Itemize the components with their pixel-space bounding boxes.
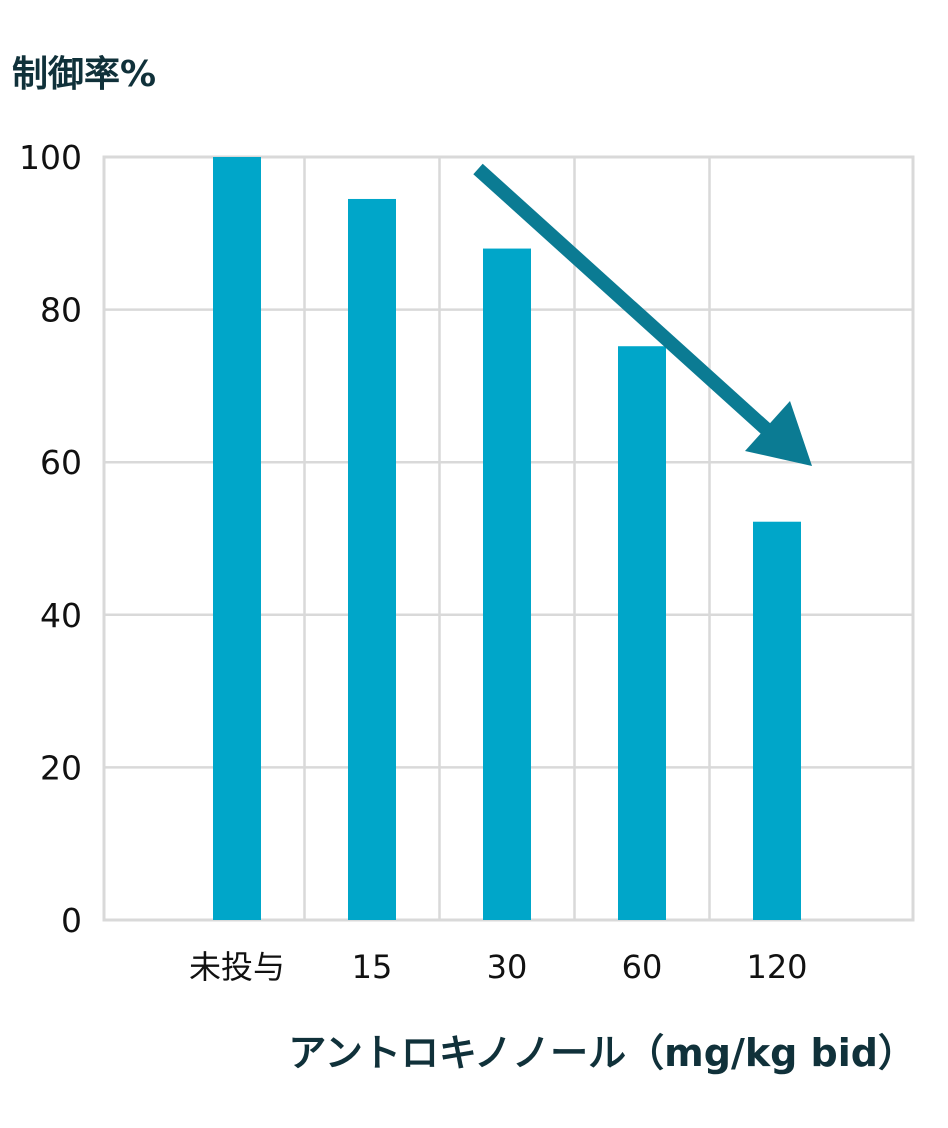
- bar-2: [348, 198, 396, 921]
- bar-4: [618, 346, 666, 920]
- bar-5: [753, 521, 801, 920]
- y-tick-label: 0: [61, 901, 82, 940]
- x-axis-ticks: 未投与 15 30 60 120: [189, 948, 808, 986]
- y-tick-label: 80: [40, 291, 82, 330]
- bar-1: [213, 157, 261, 920]
- trend-arrow: [473, 163, 812, 466]
- bars: [213, 157, 801, 921]
- y-tick-label: 60: [40, 443, 82, 482]
- y-tick-label: 100: [19, 138, 82, 177]
- trend-arrow-head: [745, 401, 812, 466]
- x-tick-label: 15: [352, 948, 393, 986]
- y-axis-ticks: 0 20 40 60 80 100: [19, 138, 82, 940]
- x-tick-label: 30: [487, 948, 528, 986]
- x-tick-label: 120: [746, 948, 807, 986]
- trend-arrow-shaft: [473, 163, 781, 444]
- x-axis-title: アントロキノノール（mg/kg bid）: [288, 1031, 916, 1075]
- bar-3: [483, 248, 531, 920]
- y-axis-title: 制御率%: [12, 54, 156, 95]
- y-tick-label: 20: [40, 748, 82, 787]
- x-tick-label: 未投与: [189, 948, 285, 986]
- x-tick-label: 60: [622, 948, 663, 986]
- y-tick-label: 40: [40, 596, 82, 635]
